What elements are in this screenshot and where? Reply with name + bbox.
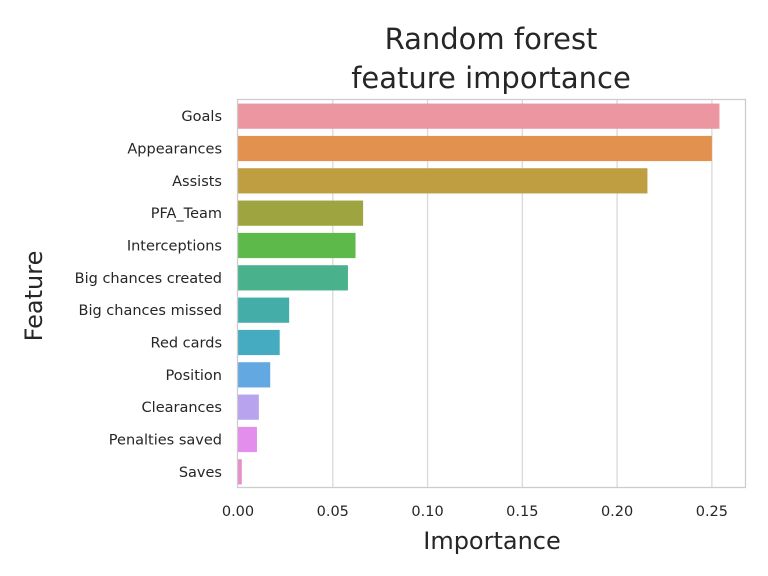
- bar: [238, 362, 271, 388]
- y-tick-labels: Goals Appearances Assists PFA_Team Intercept…: [75, 109, 222, 481]
- x-tick-label: 0.10: [411, 504, 443, 520]
- x-gridlines: [332, 100, 713, 488]
- y-axis-label: Feature: [20, 251, 48, 342]
- bar: [238, 426, 257, 453]
- y-tick-label: Interceptions: [127, 239, 222, 255]
- y-tick-label: Clearances: [142, 400, 222, 416]
- y-tick-label: Penalties saved: [109, 433, 222, 449]
- y-tick-label: Position: [166, 368, 222, 384]
- y-tick-label: Goals: [181, 109, 222, 125]
- x-tick-label: 0.15: [506, 504, 538, 520]
- bar: [238, 200, 364, 226]
- y-tick-label: Saves: [179, 465, 222, 481]
- y-tick-label: PFA_Team: [151, 206, 222, 222]
- bar: [238, 168, 648, 194]
- chart-title-line-2: feature importance: [351, 61, 631, 95]
- y-tick-label: Appearances: [127, 142, 222, 158]
- bar: [238, 297, 290, 323]
- x-tick-labels: 0.00 0.05 0.10 0.15 0.20 0.25: [222, 504, 728, 520]
- y-tick-label: Big chances created: [75, 271, 222, 287]
- chart-title-line-1: Random forest: [385, 22, 598, 56]
- bar: [238, 103, 720, 129]
- bar: [238, 459, 242, 485]
- bar: [238, 135, 712, 162]
- x-tick-label: 0.05: [317, 504, 349, 520]
- bars: [238, 103, 720, 485]
- bar: [238, 329, 280, 356]
- x-tick-label: 0.00: [222, 504, 254, 520]
- x-tick-label: 0.25: [696, 504, 728, 520]
- y-tick-label: Red cards: [151, 336, 222, 352]
- bar: [238, 394, 259, 420]
- bar: [238, 232, 356, 259]
- plot-frame: [236, 98, 747, 489]
- x-axis-label: Importance: [423, 527, 561, 555]
- x-tick-label: 0.20: [601, 504, 633, 520]
- y-tick-label: Big chances missed: [79, 303, 222, 319]
- bar: [238, 265, 348, 291]
- y-tick-label: Assists: [172, 174, 222, 190]
